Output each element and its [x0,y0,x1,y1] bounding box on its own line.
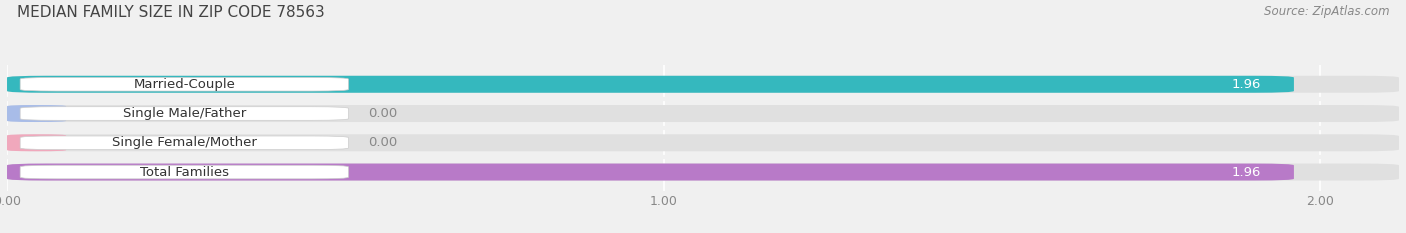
Text: 1.96: 1.96 [1232,78,1261,91]
FancyBboxPatch shape [20,136,349,150]
FancyBboxPatch shape [20,165,349,179]
Text: Total Families: Total Families [139,165,229,178]
FancyBboxPatch shape [7,105,66,122]
FancyBboxPatch shape [7,76,1399,93]
FancyBboxPatch shape [20,107,349,120]
Text: 1.96: 1.96 [1232,165,1261,178]
FancyBboxPatch shape [7,76,1294,93]
FancyBboxPatch shape [7,164,1399,181]
Text: Source: ZipAtlas.com: Source: ZipAtlas.com [1264,5,1389,18]
Text: 0.00: 0.00 [368,136,398,149]
Text: MEDIAN FAMILY SIZE IN ZIP CODE 78563: MEDIAN FAMILY SIZE IN ZIP CODE 78563 [17,5,325,20]
FancyBboxPatch shape [7,105,1399,122]
Text: 0.00: 0.00 [368,107,398,120]
FancyBboxPatch shape [7,134,1399,151]
Text: Single Male/Father: Single Male/Father [122,107,246,120]
FancyBboxPatch shape [7,164,1294,181]
Text: Married-Couple: Married-Couple [134,78,235,91]
Text: Single Female/Mother: Single Female/Mother [112,136,257,149]
FancyBboxPatch shape [20,77,349,91]
FancyBboxPatch shape [7,134,66,151]
